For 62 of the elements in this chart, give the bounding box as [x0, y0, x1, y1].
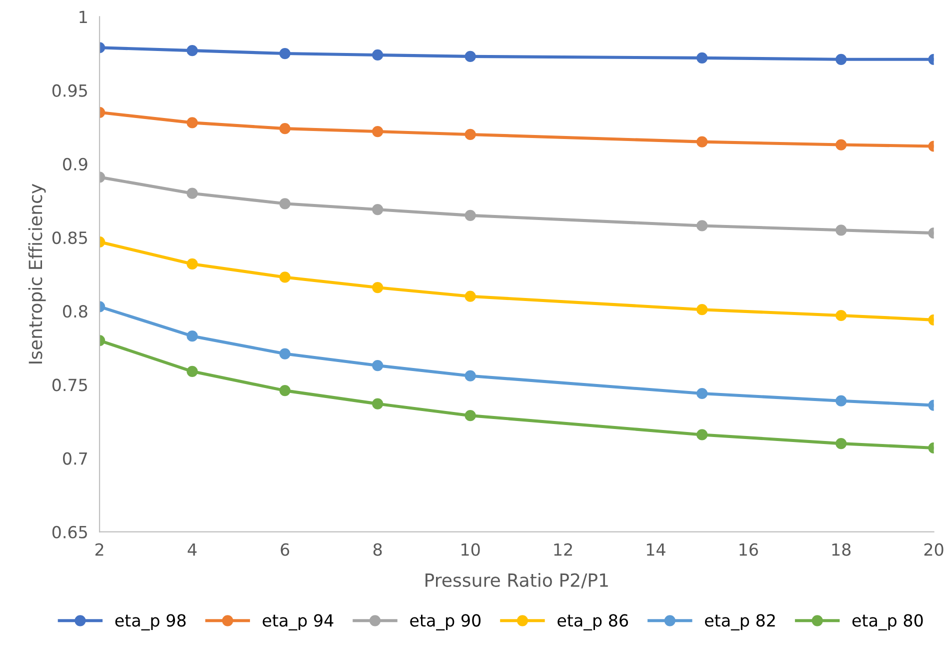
- y-tick-label: 0.8: [63, 305, 88, 318]
- point: [372, 126, 384, 138]
- point: [279, 48, 290, 60]
- legend-label: eta_p 94: [262, 614, 334, 630]
- x-tick-label: 12: [554, 543, 572, 556]
- x-tick-label: 8: [373, 543, 382, 556]
- point: [836, 139, 847, 150]
- legend-label: eta_p 98: [115, 614, 186, 630]
- point: [279, 123, 290, 134]
- legend-label: eta_p 80: [852, 614, 923, 630]
- x-tick-label: 14: [646, 543, 666, 556]
- y-axis-title: Isentropic Efficiency: [28, 184, 46, 364]
- x-tick-label: 2: [95, 543, 104, 556]
- point: [372, 360, 384, 372]
- point: [279, 385, 290, 396]
- point: [836, 310, 847, 322]
- point: [186, 117, 198, 128]
- x-axis-title: Pressure Ratio P2/P1: [426, 572, 608, 588]
- point: [696, 304, 708, 316]
- point: [696, 52, 708, 64]
- point: [836, 54, 847, 65]
- point: [186, 330, 198, 342]
- point: [464, 410, 476, 422]
- legend-label: eta_p 86: [558, 614, 628, 630]
- point: [464, 210, 476, 221]
- point: [464, 370, 476, 382]
- y-tick-label: 1: [80, 10, 87, 24]
- x-tick-label: 10: [462, 543, 480, 556]
- y-tick-label: 0.65: [52, 526, 87, 538]
- y-tick-label: 0.85: [52, 231, 87, 244]
- point: [464, 50, 476, 62]
- point: [696, 388, 708, 400]
- point: [279, 198, 290, 210]
- point: [279, 348, 290, 360]
- y-tick-label: 0.7: [63, 452, 88, 465]
- x-tick-label: 20: [924, 543, 944, 556]
- point: [836, 438, 847, 450]
- legend-label: eta_p 82: [704, 614, 775, 630]
- point: [464, 128, 476, 140]
- point: [279, 272, 290, 283]
- point: [186, 366, 198, 377]
- point: [186, 45, 198, 56]
- point: [372, 49, 384, 61]
- point: [696, 429, 708, 440]
- legend-label: eta_p 90: [410, 614, 481, 630]
- point: [186, 188, 198, 199]
- y-tick-label: 0.75: [52, 378, 87, 392]
- x-tick-label: 6: [280, 543, 290, 556]
- x-tick-label: 18: [832, 543, 851, 556]
- x-tick-label: 4: [188, 543, 197, 556]
- y-tick-label: 0.9: [63, 158, 88, 170]
- point: [186, 258, 198, 270]
- point: [696, 136, 708, 148]
- point: [372, 282, 384, 294]
- point: [696, 220, 708, 232]
- point: [836, 224, 847, 236]
- x-tick-label: 16: [740, 543, 758, 556]
- point: [836, 395, 847, 406]
- point: [372, 204, 384, 216]
- point: [372, 398, 384, 410]
- y-tick-label: 0.95: [52, 84, 87, 97]
- point: [464, 290, 476, 302]
